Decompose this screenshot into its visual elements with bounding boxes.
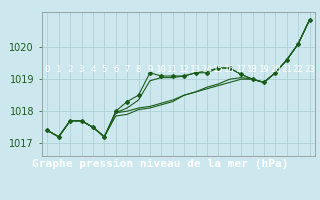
Text: 16: 16: [224, 66, 235, 74]
Text: 10: 10: [156, 66, 167, 74]
Text: 15: 15: [213, 66, 224, 74]
Text: 4: 4: [90, 66, 96, 74]
Text: 2: 2: [68, 66, 73, 74]
Text: 9: 9: [147, 66, 153, 74]
Text: 0: 0: [44, 66, 50, 74]
Text: 11: 11: [167, 66, 178, 74]
Text: 8: 8: [136, 66, 141, 74]
Text: 5: 5: [102, 66, 107, 74]
Text: 19: 19: [259, 66, 269, 74]
Text: 12: 12: [179, 66, 189, 74]
Text: 6: 6: [113, 66, 118, 74]
Text: 13: 13: [190, 66, 201, 74]
Text: 18: 18: [247, 66, 258, 74]
Text: 7: 7: [124, 66, 130, 74]
Text: 17: 17: [236, 66, 246, 74]
Text: 20: 20: [270, 66, 281, 74]
Text: 23: 23: [304, 66, 315, 74]
Text: 22: 22: [293, 66, 303, 74]
Text: 21: 21: [281, 66, 292, 74]
Text: 14: 14: [202, 66, 212, 74]
Text: Graphe pression niveau de la mer (hPa): Graphe pression niveau de la mer (hPa): [32, 159, 288, 169]
Text: 3: 3: [79, 66, 84, 74]
Text: 1: 1: [56, 66, 61, 74]
